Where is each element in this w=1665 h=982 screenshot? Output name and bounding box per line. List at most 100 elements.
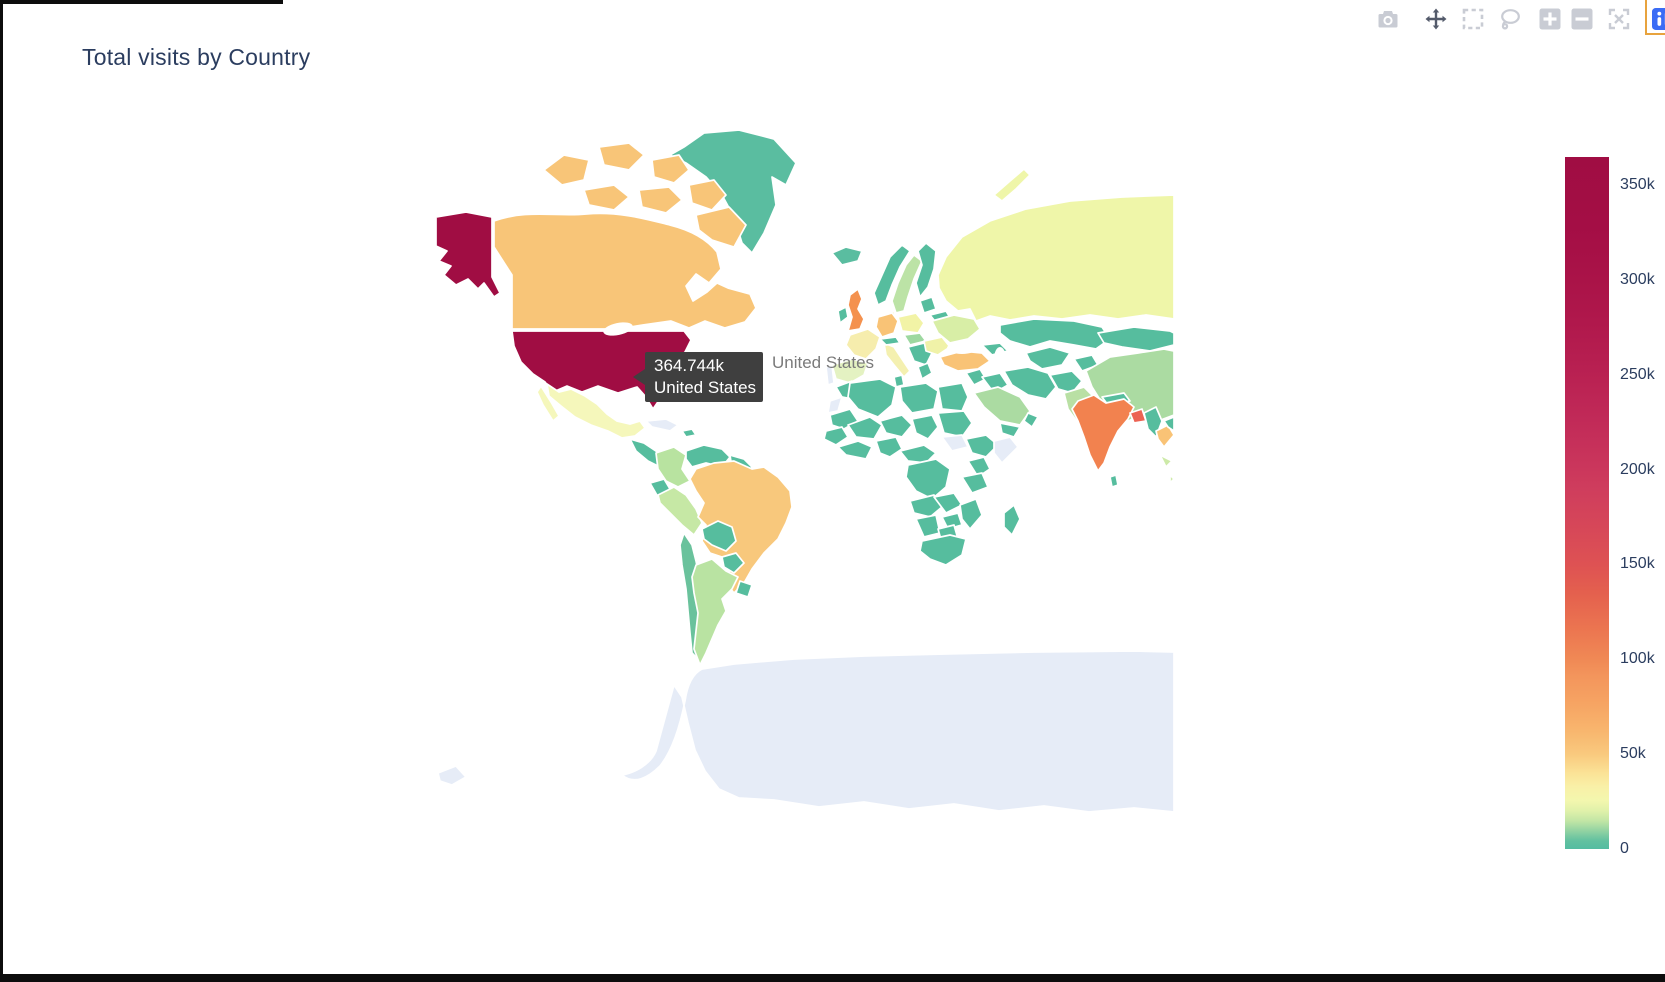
country-uruguay[interactable] bbox=[735, 580, 753, 598]
country-canada[interactable] bbox=[695, 206, 747, 248]
country-algeria[interactable] bbox=[847, 378, 897, 418]
country-hispaniola[interactable] bbox=[681, 428, 697, 438]
country-central-africa[interactable] bbox=[899, 444, 937, 464]
country-germany[interactable] bbox=[875, 312, 899, 338]
country-sri-lanka[interactable] bbox=[1109, 474, 1119, 488]
country-mozambique[interactable] bbox=[959, 498, 983, 530]
country-ireland[interactable] bbox=[837, 306, 849, 324]
country-afghanistan[interactable] bbox=[1049, 370, 1083, 394]
country-zimbabwe[interactable] bbox=[941, 512, 963, 530]
country-united-kingdom[interactable] bbox=[847, 288, 865, 332]
country-cuba[interactable] bbox=[645, 418, 679, 432]
country-angola[interactable] bbox=[909, 494, 943, 518]
country-ukraine[interactable] bbox=[931, 314, 981, 344]
country-namibia[interactable] bbox=[915, 514, 941, 538]
country-iran[interactable] bbox=[1003, 366, 1057, 400]
country-canada[interactable] bbox=[543, 154, 590, 186]
country-canada[interactable] bbox=[651, 154, 690, 184]
country-indonesia[interactable] bbox=[1169, 474, 1174, 484]
country-paraguay[interactable] bbox=[721, 552, 745, 574]
country-nigeria[interactable] bbox=[875, 436, 903, 458]
country-bolivia[interactable] bbox=[701, 520, 737, 552]
country-yemen[interactable] bbox=[999, 422, 1021, 438]
country-vietnam[interactable] bbox=[1163, 416, 1174, 432]
country-antarctica[interactable] bbox=[437, 765, 467, 786]
country-west-africa[interactable] bbox=[823, 426, 849, 446]
colorbar-tick-label: 0 bbox=[1620, 840, 1629, 857]
country-greenland[interactable] bbox=[669, 129, 797, 254]
country-canada[interactable] bbox=[638, 186, 683, 214]
country-india[interactable] bbox=[1071, 394, 1135, 472]
country-turkey[interactable] bbox=[939, 350, 991, 372]
plotly-logo-icon[interactable] bbox=[1649, 5, 1665, 33]
country-south-africa[interactable] bbox=[919, 534, 967, 566]
country-russia[interactable] bbox=[937, 194, 1174, 322]
reset-view-icon[interactable] bbox=[1605, 5, 1633, 33]
country-tanzania[interactable] bbox=[961, 472, 989, 494]
country-tunisia[interactable] bbox=[893, 374, 905, 388]
country-west-africa[interactable] bbox=[837, 440, 873, 460]
country-kenya[interactable] bbox=[967, 456, 991, 478]
zoom-in-icon[interactable] bbox=[1536, 5, 1564, 33]
window-border-top bbox=[0, 0, 283, 4]
country-poland[interactable] bbox=[897, 312, 925, 334]
country-united-states-alaska[interactable] bbox=[435, 211, 501, 298]
colorbar-tick-label: 100k bbox=[1620, 650, 1655, 668]
camera-icon[interactable] bbox=[1374, 5, 1402, 33]
country-central-asia[interactable] bbox=[1025, 346, 1071, 370]
country-thailand[interactable] bbox=[1155, 424, 1174, 448]
country-sweden[interactable] bbox=[891, 254, 923, 314]
caspian-sea bbox=[994, 347, 1006, 371]
zoom-out-icon[interactable] bbox=[1568, 5, 1596, 33]
country-mexico[interactable] bbox=[546, 383, 646, 439]
country-canada[interactable] bbox=[493, 212, 757, 330]
country-greece[interactable] bbox=[917, 362, 933, 380]
country-sudan[interactable] bbox=[937, 410, 973, 438]
country-mongolia[interactable] bbox=[1097, 326, 1174, 352]
country-somalia[interactable] bbox=[993, 436, 1019, 464]
country-ethiopia[interactable] bbox=[965, 434, 999, 458]
country-france[interactable] bbox=[845, 328, 881, 360]
country-egypt[interactable] bbox=[937, 382, 969, 412]
country-baltics[interactable] bbox=[919, 296, 937, 314]
country-romania[interactable] bbox=[923, 336, 951, 356]
country-norway[interactable] bbox=[873, 244, 911, 306]
country-spain[interactable] bbox=[831, 358, 869, 384]
country-peru[interactable] bbox=[657, 486, 703, 536]
country-kazakhstan[interactable] bbox=[999, 318, 1111, 350]
country-canada[interactable] bbox=[688, 179, 727, 211]
country-madagascar[interactable] bbox=[1003, 504, 1021, 536]
country-portugal[interactable] bbox=[825, 364, 835, 386]
country-russia-novaya-zemlya[interactable] bbox=[993, 168, 1031, 202]
country-drc[interactable] bbox=[905, 458, 951, 500]
tooltip-secondary-label: United States bbox=[772, 353, 875, 372]
country-antarctica[interactable] bbox=[621, 650, 1174, 813]
country-libya[interactable] bbox=[899, 382, 939, 414]
chart-title: Total visits by Country bbox=[82, 44, 311, 70]
country-alpine[interactable] bbox=[879, 336, 901, 346]
country-argentina[interactable] bbox=[691, 558, 739, 666]
colorbar-ticks: 0 50k 100k 150k 200k 250k 300k 350k bbox=[1620, 157, 1665, 857]
country-western-sahara[interactable] bbox=[827, 396, 843, 414]
window-border-left bbox=[0, 0, 3, 982]
country-canada[interactable] bbox=[598, 142, 645, 171]
country-mexico[interactable] bbox=[536, 385, 560, 422]
country-indonesia[interactable] bbox=[1159, 454, 1173, 468]
country-saudi-arabia[interactable] bbox=[973, 386, 1031, 426]
world-choropleth-map bbox=[435, 129, 1174, 813]
colorbar-gradient bbox=[1565, 157, 1609, 849]
country-canada[interactable] bbox=[583, 184, 630, 211]
lasso-icon[interactable] bbox=[1496, 5, 1524, 33]
country-italy[interactable] bbox=[883, 342, 911, 378]
country-south-sudan[interactable] bbox=[941, 434, 969, 452]
box-select-icon[interactable] bbox=[1459, 5, 1487, 33]
country-finland[interactable] bbox=[915, 242, 937, 298]
country-chad[interactable] bbox=[911, 414, 939, 440]
country-oman[interactable] bbox=[1023, 412, 1039, 428]
tooltip-country: United States bbox=[654, 378, 757, 397]
country-colombia[interactable] bbox=[655, 446, 691, 488]
country-niger[interactable] bbox=[879, 414, 913, 438]
country-iceland[interactable] bbox=[831, 246, 863, 266]
pan-icon[interactable] bbox=[1422, 5, 1450, 33]
country-mali[interactable] bbox=[847, 416, 883, 440]
